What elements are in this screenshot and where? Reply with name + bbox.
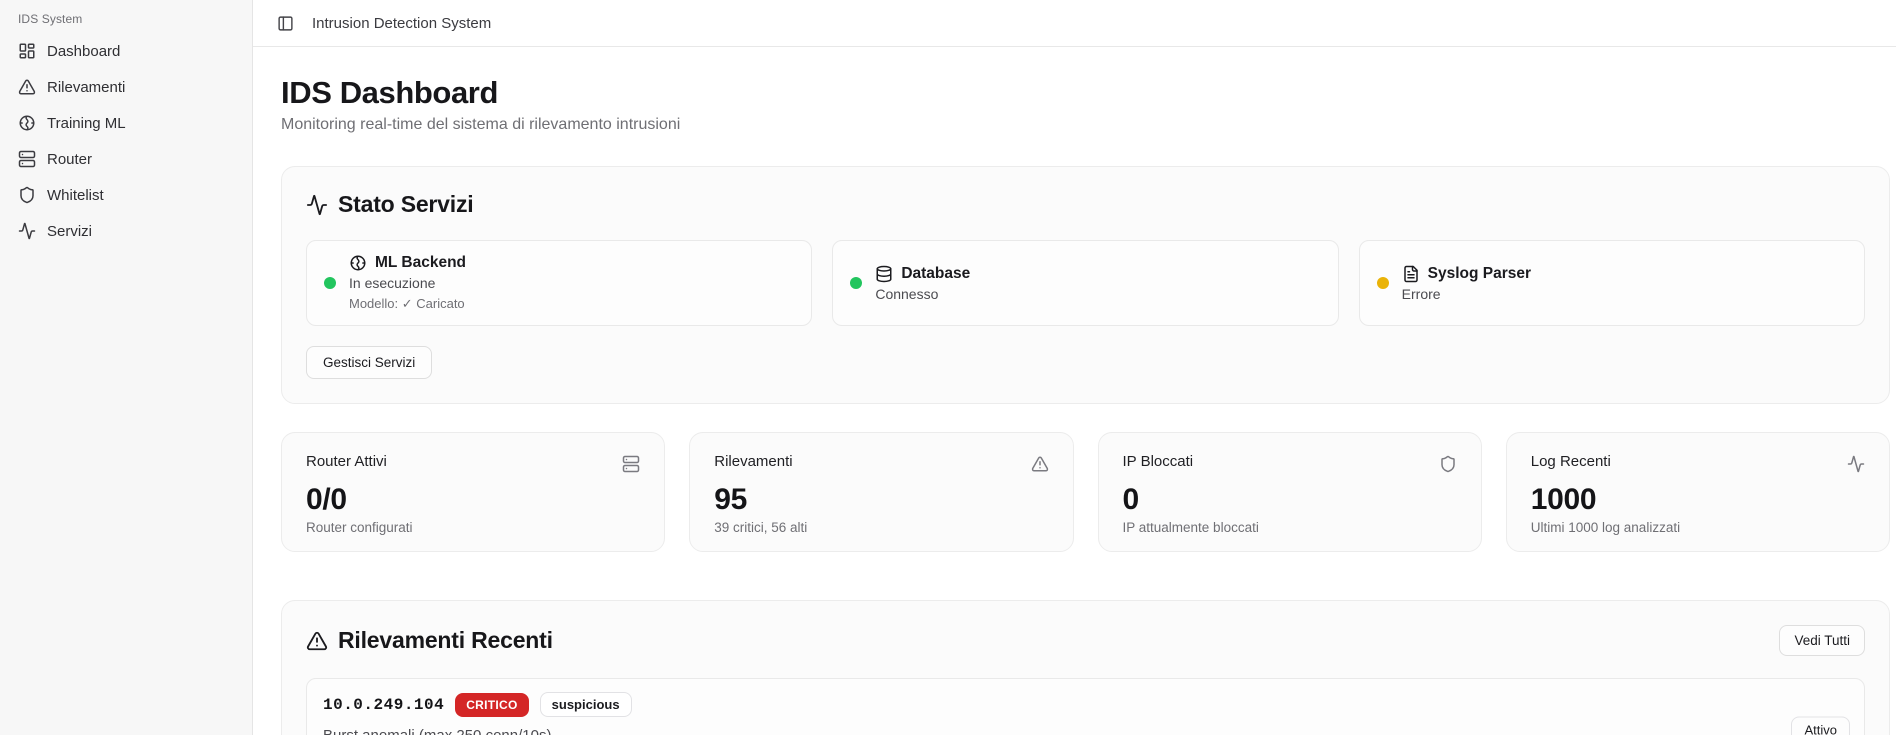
service-card-syslog-parser: Syslog Parser Errore xyxy=(1358,240,1865,326)
detection-ip: 10.0.249.104 xyxy=(323,695,445,714)
recent-detections-header: Rilevamenti Recenti Vedi Tutti xyxy=(306,625,1865,656)
view-all-button[interactable]: Vedi Tutti xyxy=(1779,625,1865,656)
service-card-ml-backend: ML Backend In esecuzione Modello: ✓ Cari… xyxy=(306,240,813,326)
topbar-title: Intrusion Detection System xyxy=(312,14,492,32)
sidebar-item-whitelist[interactable]: Whitelist xyxy=(10,178,242,212)
sidebar-toggle-button[interactable] xyxy=(275,13,296,34)
stat-card-ip-bloccati: IP Bloccati 0 IP attualmente bloccati xyxy=(1097,432,1482,552)
services-grid: ML Backend In esecuzione Modello: ✓ Cari… xyxy=(306,240,1865,326)
activity-icon xyxy=(306,194,328,216)
stat-card-router-attivi: Router Attivi 0/0 Router configurati xyxy=(281,432,666,552)
page-header: IDS Dashboard Monitoring real-time del s… xyxy=(281,75,1890,134)
panel-left-icon xyxy=(277,15,294,32)
sidebar-item-label: Whitelist xyxy=(47,186,104,204)
database-icon xyxy=(875,265,893,283)
detection-list-item[interactable]: 10.0.249.104 CRITICO suspicious Burst an… xyxy=(306,678,1865,735)
stat-value: 0 xyxy=(1122,483,1140,516)
topbar: Intrusion Detection System xyxy=(253,0,1896,47)
file-text-icon xyxy=(1402,265,1420,283)
services-status-title: Stato Servizi xyxy=(338,191,474,217)
service-card-database: Database Connesso xyxy=(832,240,1339,326)
sidebar-item-label: Training ML xyxy=(47,114,126,132)
stat-subtitle: 39 critici, 56 alti xyxy=(714,520,808,535)
stat-card-rilevamenti: Rilevamenti 95 39 critici, 56 alti xyxy=(689,432,1074,552)
sidebar-item-servizi[interactable]: Servizi xyxy=(10,214,242,248)
recent-detections-title: Rilevamenti Recenti xyxy=(338,627,553,653)
sidebar-item-dashboard[interactable]: Dashboard xyxy=(10,34,242,68)
shield-icon xyxy=(1439,455,1457,473)
stat-title: Log Recenti xyxy=(1530,453,1611,470)
sidebar-item-label: Rilevamenti xyxy=(47,78,126,96)
service-name: Database xyxy=(901,264,971,282)
shield-icon xyxy=(18,186,36,204)
detection-description: Burst anomali (max 250 conn/10s) xyxy=(323,727,1848,735)
stat-title: Router Attivi xyxy=(306,453,387,470)
page-content: IDS Dashboard Monitoring real-time del s… xyxy=(253,47,1896,735)
service-detail: Modello: ✓ Caricato xyxy=(349,296,465,311)
alert-triangle-icon xyxy=(1031,455,1049,473)
page-title: IDS Dashboard xyxy=(281,75,499,110)
stat-value: 1000 xyxy=(1530,483,1597,516)
sidebar-item-router[interactable]: Router xyxy=(10,142,242,176)
sidebar-item-label: Router xyxy=(47,150,93,168)
stat-value: 0/0 xyxy=(306,483,347,516)
server-icon xyxy=(18,150,36,168)
dashboard-icon xyxy=(18,42,36,60)
state-badge: Attivo xyxy=(1791,716,1850,735)
activity-icon xyxy=(18,222,36,240)
service-name: ML Backend xyxy=(375,254,467,271)
stat-subtitle: Router configurati xyxy=(306,520,413,535)
sidebar-group-label: IDS System xyxy=(18,12,83,26)
stat-value: 95 xyxy=(714,483,748,516)
severity-badge: CRITICO xyxy=(455,692,529,717)
services-status-header: Stato Servizi xyxy=(306,191,1865,218)
status-dot xyxy=(1376,277,1389,289)
activity-icon xyxy=(1847,455,1865,473)
main-area: Intrusion Detection System IDS Dashboard… xyxy=(253,0,1896,735)
brain-icon xyxy=(18,114,36,132)
services-status-card: Stato Servizi ML Backend In esecuzione M… xyxy=(281,166,1890,404)
page-subtitle: Monitoring real-time del sistema di rile… xyxy=(281,116,681,133)
alert-triangle-icon xyxy=(306,630,328,652)
stat-title: Rilevamenti xyxy=(714,453,793,470)
stats-row: Router Attivi 0/0 Router configurati Ril… xyxy=(281,432,1890,552)
server-icon xyxy=(622,455,640,473)
sidebar-item-label: Servizi xyxy=(47,222,93,240)
sidebar: IDS System Dashboard Rilevamenti Trainin… xyxy=(0,0,253,735)
sidebar-item-rilevamenti[interactable]: Rilevamenti xyxy=(10,70,242,104)
recent-detections-card: Rilevamenti Recenti Vedi Tutti 10.0.249.… xyxy=(281,600,1890,735)
service-status: Connesso xyxy=(875,285,939,302)
stat-card-log-recenti: Log Recenti 1000 Ultimi 1000 log analizz… xyxy=(1505,432,1890,552)
sidebar-item-training-ml[interactable]: Training ML xyxy=(10,106,242,140)
status-dot xyxy=(324,277,336,289)
stat-subtitle: IP attualmente bloccati xyxy=(1122,520,1259,535)
service-status: Errore xyxy=(1401,285,1441,302)
service-name: Syslog Parser xyxy=(1427,264,1532,282)
alert-triangle-icon xyxy=(18,78,36,96)
manage-services-button[interactable]: Gestisci Servizi xyxy=(306,346,433,379)
category-badge: suspicious xyxy=(539,692,632,717)
service-status: In esecuzione xyxy=(349,275,436,291)
sidebar-item-label: Dashboard xyxy=(47,42,121,60)
stat-subtitle: Ultimi 1000 log analizzati xyxy=(1530,520,1681,535)
brain-icon xyxy=(349,254,367,272)
stat-title: IP Bloccati xyxy=(1122,453,1194,470)
status-dot xyxy=(850,277,863,289)
